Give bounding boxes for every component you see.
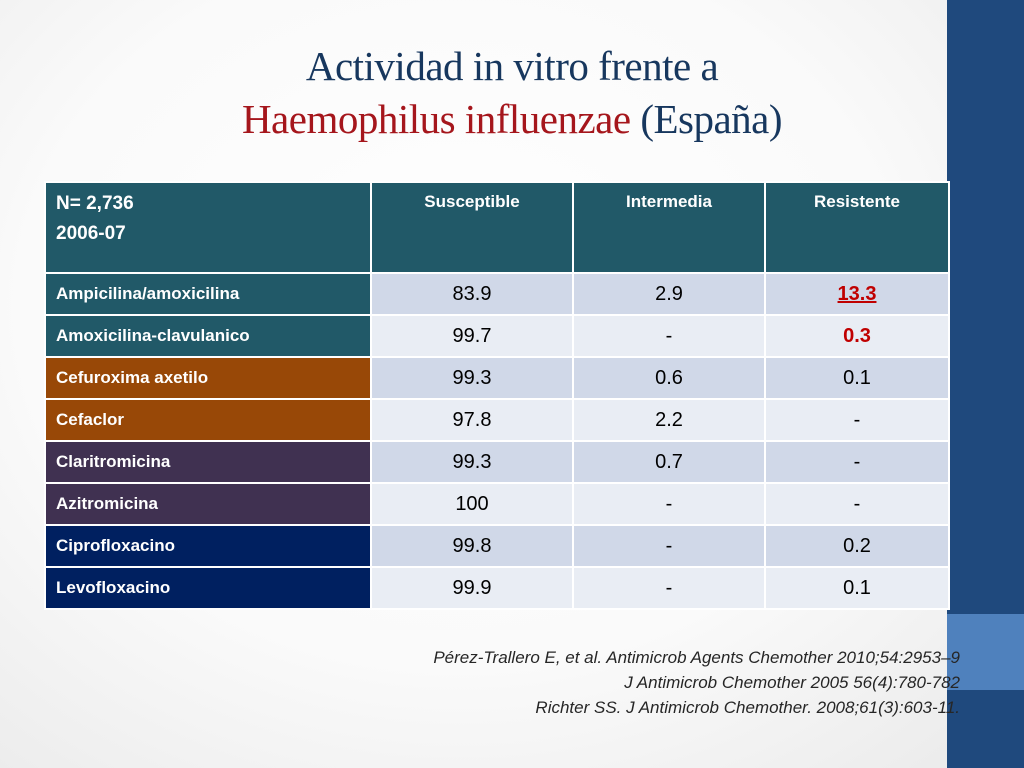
row-drug-name: Azitromicina [44,482,372,526]
study-period: 2006-07 [56,223,126,244]
column-header-resistente: Resistente [764,181,950,274]
cell-susceptible: 99.9 [370,566,574,610]
column-header-intermedia: Intermedia [572,181,766,274]
table-header-row: N= 2,736 2006-07 Susceptible Intermedia … [44,181,950,274]
cell-susceptible: 83.9 [370,272,574,316]
row-drug-name: Amoxicilina-clavulanico [44,314,372,358]
column-header-susceptible: Susceptible [370,181,574,274]
table-row: Amoxicilina-clavulanico 99.7 - 0.3 [44,314,950,358]
row-drug-name: Ciprofloxacino [44,524,372,568]
susceptibility-table: N= 2,736 2006-07 Susceptible Intermedia … [44,181,950,610]
title-line-2: Haemophilus influenzae (España) [0,93,1024,146]
reference-item: J Antimicrob Chemother 2005 56(4):780-78… [624,673,960,692]
cell-resistente: - [764,398,950,442]
table-row: Azitromicina 100 - - [44,482,950,526]
cell-susceptible: 99.3 [370,356,574,400]
cell-susceptible: 99.3 [370,440,574,484]
cell-intermedia: - [572,524,766,568]
cell-intermedia: 0.6 [572,356,766,400]
title-line-1: Actividad in vitro frente a [305,43,719,89]
row-drug-name: Cefuroxima axetilo [44,356,372,400]
cell-susceptible: 97.8 [370,398,574,442]
cell-susceptible: 99.8 [370,524,574,568]
row-drug-name: Ampicilina/amoxicilina [44,272,372,316]
table-row: Ciprofloxacino 99.8 - 0.2 [44,524,950,568]
reference-item: Richter SS. J Antimicrob Chemother. 2008… [535,698,960,717]
row-drug-name: Levofloxacino [44,566,372,610]
cell-resistente: 0.1 [764,356,950,400]
table-row: Claritromicina 99.3 0.7 - [44,440,950,484]
cell-intermedia: - [572,482,766,526]
row-drug-name: Cefaclor [44,398,372,442]
slide-title: Actividad in vitro frente a Haemophilus … [0,40,1024,146]
cell-resistente: - [764,482,950,526]
table-row: Cefaclor 97.8 2.2 - [44,398,950,442]
cell-intermedia: - [572,566,766,610]
cell-resistente: - [764,440,950,484]
cell-intermedia: - [572,314,766,358]
row-drug-name: Claritromicina [44,440,372,484]
cell-resistente: 13.3 [764,272,950,316]
table-row: Cefuroxima axetilo 99.3 0.6 0.1 [44,356,950,400]
cell-susceptible: 100 [370,482,574,526]
table-row: Ampicilina/amoxicilina 83.9 2.9 13.3 [44,272,950,316]
cell-resistente: 0.2 [764,524,950,568]
sidebar-accent [947,614,1024,690]
references: Pérez-Trallero E, et al. Antimicrob Agen… [433,645,960,720]
title-country: (España) [640,96,783,142]
cell-resistente: 0.1 [764,566,950,610]
sample-size: N= 2,736 [56,193,134,214]
table-row: Levofloxacino 99.9 - 0.1 [44,566,950,610]
cell-resistente: 0.3 [764,314,950,358]
reference-item: Pérez-Trallero E, et al. Antimicrob Agen… [433,648,960,667]
cell-intermedia: 0.7 [572,440,766,484]
title-organism: Haemophilus influenzae [241,96,631,142]
cell-susceptible: 99.7 [370,314,574,358]
cell-intermedia: 2.2 [572,398,766,442]
cell-intermedia: 2.9 [572,272,766,316]
table-corner-cell: N= 2,736 2006-07 [44,181,372,274]
